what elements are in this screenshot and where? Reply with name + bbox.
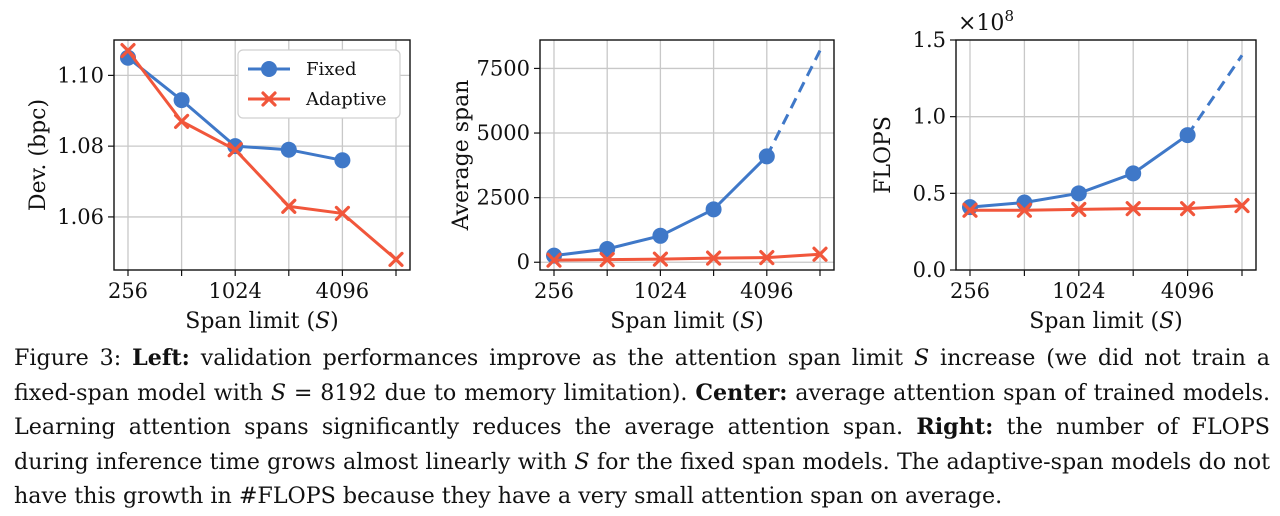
fixed-series-extrapolation (1186, 54, 1244, 136)
adaptive-data-point (1071, 201, 1087, 218)
x-tick-label: 4096 (740, 279, 793, 303)
y-tick-label: 1.5 (913, 28, 946, 52)
y-tick-label: 0.5 (913, 181, 946, 205)
y-tick-label: 1.06 (57, 205, 104, 229)
y-tick-label: 1.0 (913, 105, 946, 129)
fixed-data-point (173, 92, 190, 109)
caption-label: Figure 3: (14, 345, 133, 371)
caption-right-text-2: for the fixed span models. The adaptive-… (14, 448, 1270, 510)
x-tick-label: 1024 (634, 279, 687, 303)
x-tick-label: 4096 (316, 279, 369, 303)
adaptive-series-line (970, 204, 1243, 212)
y-scale-multiplier: ×108 (958, 7, 1014, 36)
y-tick-label: 1.08 (57, 134, 104, 158)
figure-caption: Figure 3: Left: validation performances … (14, 341, 1270, 514)
y-axis-label: Dev. (bpc) (26, 99, 51, 211)
y-axis-label: Average span (449, 80, 474, 232)
caption-right-text-1: the number of FLOPS during inference tim… (14, 414, 1271, 475)
adaptive-data-point (706, 250, 722, 266)
caption-var-s-eq: S (270, 379, 287, 406)
legend-adaptive-label: Adaptive (305, 89, 387, 110)
x-axis-label: Span limit (S) (610, 309, 764, 334)
fixed-data-point (1070, 185, 1087, 202)
adaptive-data-point (1180, 201, 1196, 217)
adaptive-data-point (1125, 201, 1141, 217)
adaptive-data-point (546, 252, 562, 268)
caption-left-eq: = 8192 due to memory limitation). (286, 379, 696, 406)
caption-left-label: Left: (132, 345, 190, 371)
x-axis-label: Span limit (S) (185, 309, 339, 334)
fixed-data-point (334, 152, 351, 169)
fixed-data-point (599, 241, 616, 258)
adaptive-series-line (553, 252, 821, 262)
adaptive-data-point (652, 251, 668, 267)
x-tick-label: 1024 (1052, 279, 1105, 303)
plot-frame (113, 39, 411, 271)
x-axis-label: Span limit (S) (1029, 309, 1183, 334)
chart-left-dev-bpc: 1.06 1.08 1.10 256 1024 4096 Span limit (S) Dev… (26, 39, 411, 334)
y-tick-label: 2500 (477, 186, 530, 210)
plot-frame (539, 39, 835, 271)
y-tick-label: 7500 (477, 56, 530, 80)
x-tick-label: 1024 (208, 279, 261, 303)
caption-var-s-right: S (574, 448, 590, 475)
adaptive-data-point (1016, 202, 1032, 218)
fixed-data-point (652, 227, 669, 244)
caption-left-text-2: increase (we did not train a fixed-span … (14, 345, 1271, 406)
adaptive-data-point (812, 246, 828, 262)
legend-fixed-marker (261, 61, 277, 77)
fixed-data-point (758, 148, 775, 165)
caption-center-label: Center: (695, 379, 788, 406)
adaptive-data-point (1234, 198, 1250, 214)
legend-adaptive-marker (261, 91, 277, 107)
chart-center-average-span: 0 2500 5000 7500 256 1024 4096 Span limit (S) Av… (449, 39, 835, 334)
legend-box (237, 49, 401, 119)
legend-fixed-label: Fixed (306, 59, 357, 80)
fixed-series-extrapolation (765, 49, 822, 158)
caption-left-text-1: validation performances improve as the a… (189, 345, 914, 371)
adaptive-data-point (388, 251, 404, 267)
fixed-data-point (1125, 165, 1142, 182)
caption-right-label: Right: (916, 414, 994, 440)
adaptive-data-point (599, 252, 615, 268)
x-tick-label: 256 (534, 279, 574, 303)
x-tick-label: 256 (108, 279, 148, 303)
adaptive-data-point (759, 249, 775, 266)
chart-legend: Fixed Adaptive (237, 49, 401, 119)
adaptive-data-point (962, 202, 978, 218)
plot-frame (955, 39, 1257, 271)
adaptive-data-point (334, 205, 350, 221)
fixed-data-point (227, 138, 244, 155)
adaptive-data-point (174, 113, 190, 129)
adaptive-data-point (227, 142, 243, 158)
y-tick-label: 5000 (477, 121, 530, 145)
x-tick-label: 256 (950, 279, 990, 303)
chart-right-flops: 0.0 0.5 1.0 1.5 256 1024 4096 Span limit (S) FLO… (871, 7, 1257, 334)
adaptive-data-point (281, 198, 297, 214)
y-tick-label: 0.0 (913, 258, 946, 282)
y-tick-label: 0 (517, 250, 530, 274)
caption-center-text: average attention span of trained models… (14, 379, 1271, 441)
fixed-data-point (962, 199, 978, 216)
adaptive-data-point (120, 43, 136, 59)
x-tick-label: 4096 (1161, 279, 1214, 303)
fixed-data-point (280, 141, 297, 158)
y-axis-label: FLOPS (871, 116, 896, 194)
y-tick-label: 1.10 (57, 63, 104, 87)
caption-var-s: S (913, 345, 930, 371)
fixed-data-point (1179, 127, 1196, 144)
adaptive-series-line (126, 49, 397, 261)
fixed-data-point (705, 201, 722, 218)
